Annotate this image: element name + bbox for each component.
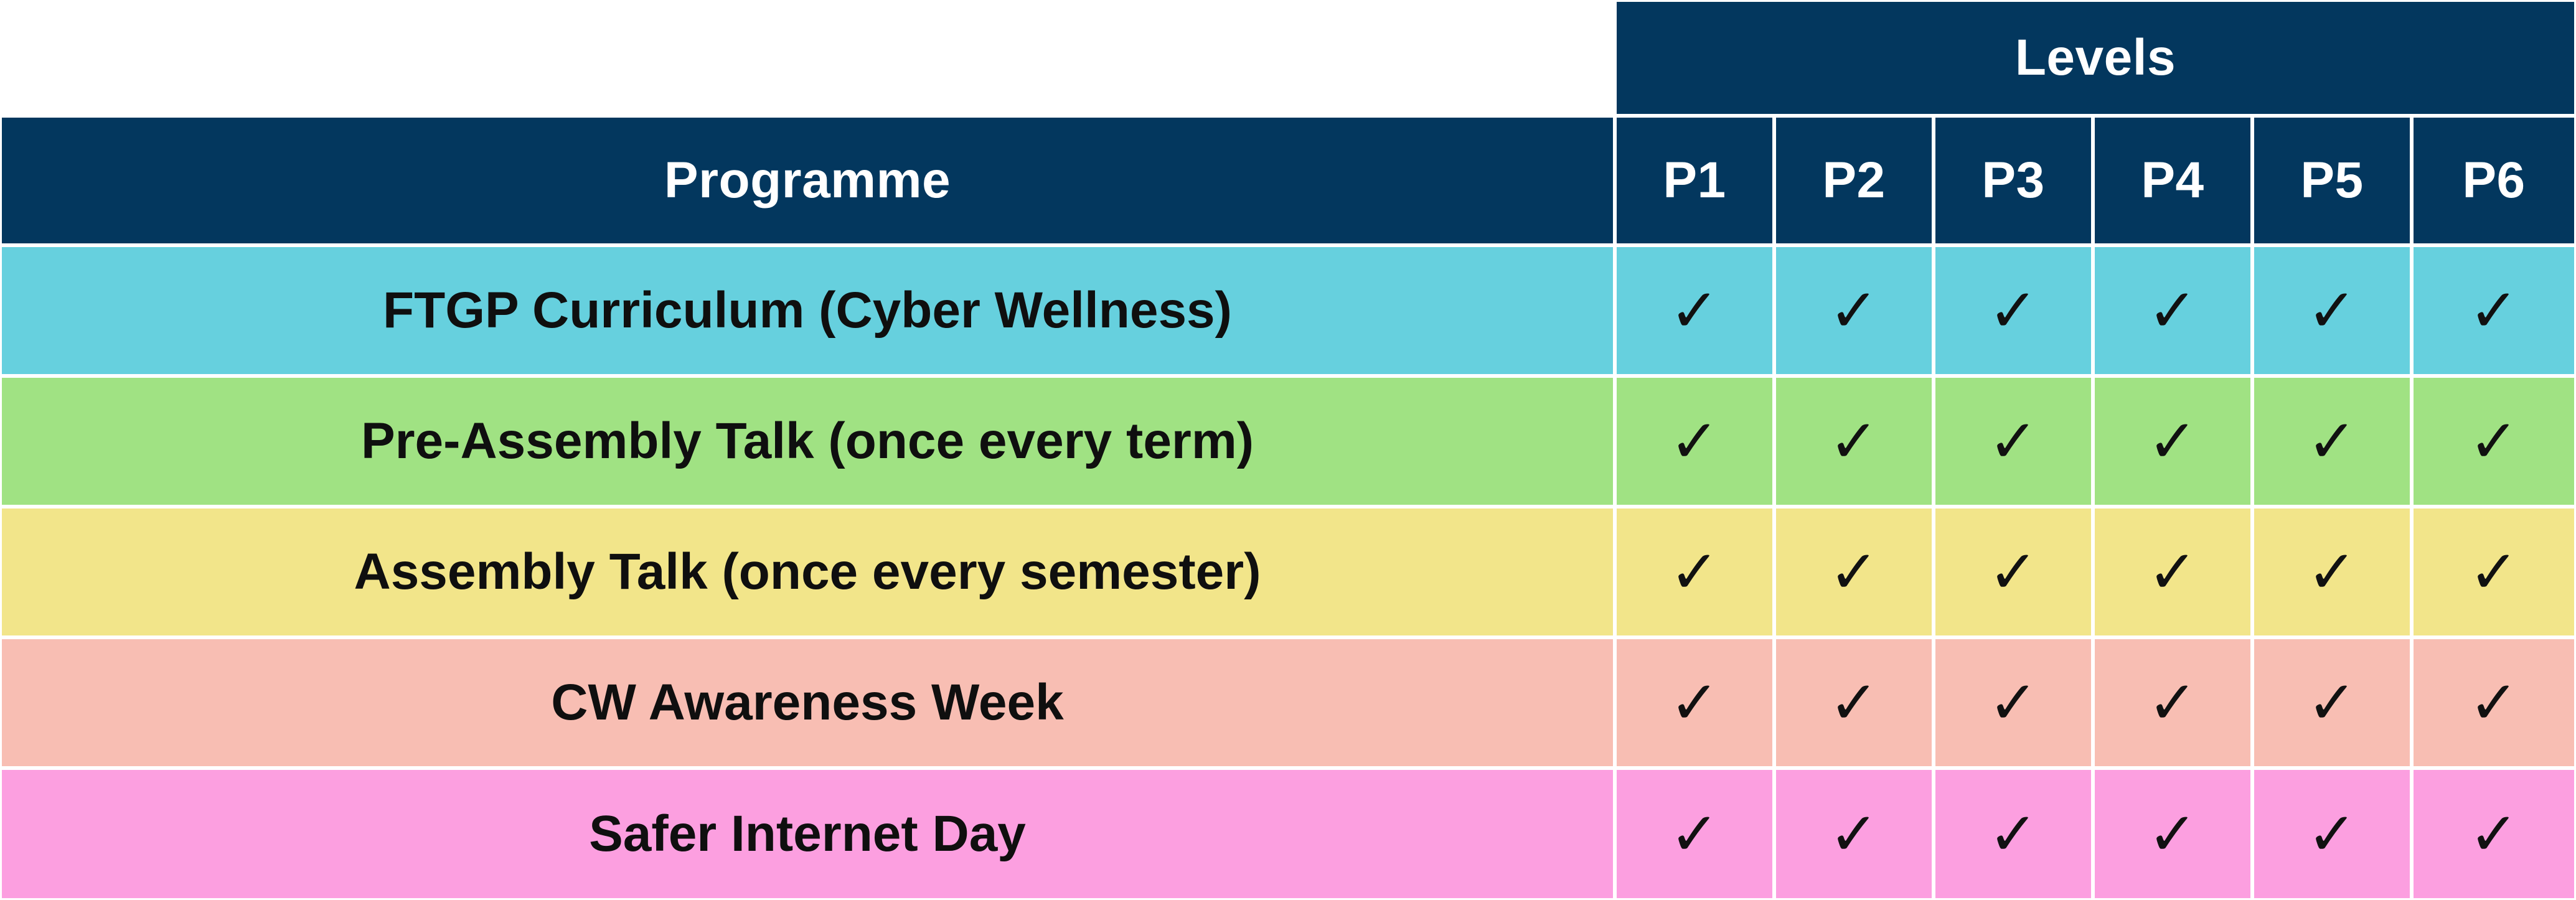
- checkmark-icon: ✓: [1615, 637, 1774, 768]
- programme-header: Programme: [0, 116, 1615, 245]
- checkmark-icon: ✓: [1774, 768, 1934, 900]
- level-header-p3: P3: [1934, 116, 2093, 245]
- checkmark-icon: ✓: [2412, 768, 2576, 900]
- checkmark-icon: ✓: [1774, 507, 1934, 637]
- level-header-p4: P4: [2093, 116, 2252, 245]
- checkmark-icon: ✓: [1934, 768, 2093, 900]
- checkmark-icon: ✓: [1615, 507, 1774, 637]
- corner-blank: [0, 0, 1615, 116]
- programme-name: CW Awareness Week: [0, 637, 1615, 768]
- programme-name: FTGP Curriculum (Cyber Wellness): [0, 245, 1615, 376]
- checkmark-icon: ✓: [2412, 507, 2576, 637]
- checkmark-icon: ✓: [1934, 507, 2093, 637]
- checkmark-icon: ✓: [2093, 768, 2252, 900]
- checkmark-icon: ✓: [1615, 376, 1774, 507]
- checkmark-icon: ✓: [1934, 637, 2093, 768]
- checkmark-icon: ✓: [1774, 376, 1934, 507]
- programme-name: Safer Internet Day: [0, 768, 1615, 900]
- checkmark-icon: ✓: [2252, 768, 2412, 900]
- checkmark-icon: ✓: [2093, 507, 2252, 637]
- level-header-p2: P2: [1774, 116, 1934, 245]
- checkmark-icon: ✓: [2093, 245, 2252, 376]
- checkmark-icon: ✓: [2252, 376, 2412, 507]
- checkmark-icon: ✓: [2252, 245, 2412, 376]
- level-header-p1: P1: [1615, 116, 1774, 245]
- levels-header: Levels: [1615, 0, 2576, 116]
- programme-name: Pre-Assembly Talk (once every term): [0, 376, 1615, 507]
- checkmark-icon: ✓: [2252, 507, 2412, 637]
- checkmark-icon: ✓: [2252, 637, 2412, 768]
- checkmark-icon: ✓: [1934, 245, 2093, 376]
- checkmark-icon: ✓: [1774, 245, 1934, 376]
- checkmark-icon: ✓: [2093, 376, 2252, 507]
- checkmark-icon: ✓: [1615, 768, 1774, 900]
- checkmark-icon: ✓: [2412, 245, 2576, 376]
- programme-name: Assembly Talk (once every semester): [0, 507, 1615, 637]
- checkmark-icon: ✓: [1774, 637, 1934, 768]
- checkmark-icon: ✓: [1615, 245, 1774, 376]
- checkmark-icon: ✓: [2412, 637, 2576, 768]
- level-header-p6: P6: [2412, 116, 2576, 245]
- level-header-p5: P5: [2252, 116, 2412, 245]
- checkmark-icon: ✓: [1934, 376, 2093, 507]
- checkmark-icon: ✓: [2093, 637, 2252, 768]
- checkmark-icon: ✓: [2412, 376, 2576, 507]
